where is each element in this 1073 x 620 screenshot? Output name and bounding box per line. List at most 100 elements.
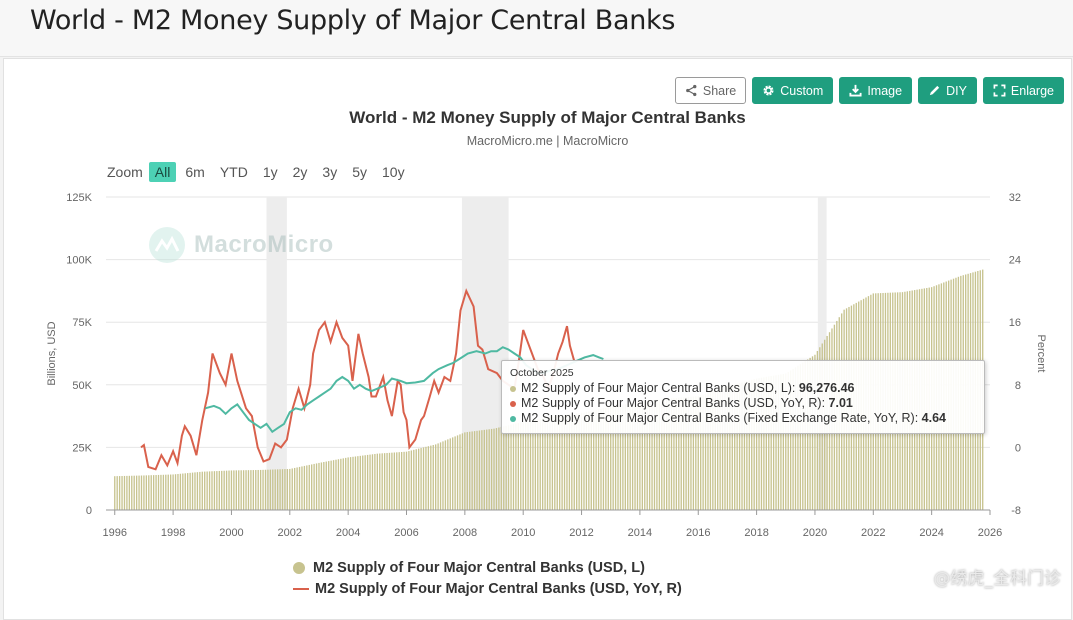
m2-bar xyxy=(580,412,583,510)
m2-bar xyxy=(765,376,767,510)
m2-bar xyxy=(731,384,733,510)
m2-bar xyxy=(627,403,629,510)
chart-card xyxy=(3,58,1072,620)
tooltip-dot-icon xyxy=(510,385,516,392)
m2-bar xyxy=(682,397,685,510)
m2-bar xyxy=(379,453,381,510)
m2-bar xyxy=(775,375,777,510)
m2-bar xyxy=(515,423,517,510)
image-label: Image xyxy=(867,83,903,98)
m2-bar xyxy=(748,380,750,510)
tooltip-row-m2: M2 Supply of Four Major Central Banks (U… xyxy=(510,381,976,396)
x-tick-label: 2012 xyxy=(569,527,593,539)
m2-bar xyxy=(444,440,447,510)
chart-canvas: 0 25K 50K 75K 100K 125K -8 0 8 16 24 32 1996 1998 2000… xyxy=(46,192,1047,539)
m2-bar xyxy=(607,407,609,510)
m2-bar xyxy=(614,405,617,510)
m2-bar xyxy=(303,465,306,510)
zoom-label: Zoom xyxy=(107,164,143,180)
m2-bar xyxy=(306,465,308,510)
chart-subtitle: MacroMicro.me | MacroMicro xyxy=(466,134,629,148)
m2-bar xyxy=(187,473,189,510)
m2-bar xyxy=(532,419,534,510)
m2-bar xyxy=(566,414,568,510)
m2-bar xyxy=(476,430,478,510)
tooltip-row-value: 96,276.46 xyxy=(798,381,855,395)
m2-bar xyxy=(751,379,753,510)
diy-button[interactable]: DIY xyxy=(918,77,977,104)
custom-button[interactable]: Custom xyxy=(752,77,834,104)
y-left-axis-title: Billions, USD xyxy=(46,321,58,385)
zoom-3y-button[interactable]: 3y xyxy=(322,164,338,180)
gear-icon xyxy=(763,85,774,96)
m2-bar xyxy=(610,406,612,510)
legend-item-yoy[interactable]: M2 Supply of Four Major Central Banks (U… xyxy=(293,578,682,599)
zoom-2y-button[interactable]: 2y xyxy=(292,164,308,180)
m2-bar xyxy=(726,386,729,510)
m2-bar xyxy=(719,388,721,510)
m2-bar xyxy=(345,457,347,510)
m2-bar xyxy=(464,432,466,510)
m2-bar xyxy=(240,470,242,510)
m2-bar xyxy=(473,431,476,510)
m2-bar xyxy=(466,432,468,510)
m2-bar xyxy=(196,472,199,510)
m2-bar xyxy=(371,454,374,510)
m2-bar xyxy=(636,402,639,510)
m2-bar xyxy=(145,475,148,510)
m2-bar xyxy=(284,469,286,510)
m2-bar xyxy=(644,401,646,510)
m2-bar xyxy=(641,401,644,510)
macromicro-logo-icon xyxy=(149,227,185,263)
custom-label: Custom xyxy=(780,83,824,98)
legend-swatch-icon xyxy=(293,561,305,574)
x-tick-label: 1996 xyxy=(103,527,127,539)
image-button[interactable]: Image xyxy=(839,77,913,104)
m2-bar xyxy=(541,418,544,510)
m2-bar xyxy=(213,471,216,510)
m2-bar xyxy=(770,376,772,510)
m2-bar xyxy=(670,398,673,510)
m2-bar xyxy=(437,443,439,510)
zoom-6m-button[interactable]: 6m xyxy=(185,164,205,180)
share-icon xyxy=(685,84,697,97)
chart-toolbar: Share Custom Image DIY Enlarge xyxy=(674,77,1064,104)
zoom-5y-button[interactable]: 5y xyxy=(352,164,367,180)
m2-bar xyxy=(738,382,741,510)
m2-bar xyxy=(408,451,410,510)
m2-bar xyxy=(410,450,413,510)
m2-bar xyxy=(495,428,498,510)
share-button[interactable]: Share xyxy=(674,77,747,104)
y-left-tick-label: 100K xyxy=(66,255,92,267)
m2-bar xyxy=(741,382,743,510)
m2-bar xyxy=(714,390,716,510)
m2-bar xyxy=(427,446,430,510)
zoom-ytd-button[interactable]: YTD xyxy=(219,164,248,180)
m2-bar xyxy=(369,454,371,510)
m2-bar xyxy=(308,464,310,510)
zoom-selector: Zoom All 6m YTD 1y 2y 3y 5y 10y xyxy=(107,162,414,182)
m2-bar xyxy=(554,415,556,510)
m2-bar xyxy=(157,474,160,510)
m2-bar xyxy=(259,469,262,510)
m2-bar xyxy=(478,430,481,510)
m2-bar xyxy=(233,470,235,510)
m2-bar xyxy=(143,475,145,510)
m2-bar xyxy=(493,428,495,510)
m2-bar xyxy=(729,385,731,510)
enlarge-button[interactable]: Enlarge xyxy=(982,77,1064,104)
m2-bar xyxy=(289,468,291,510)
x-tick-label: 2002 xyxy=(278,527,302,539)
zoom-1y-button[interactable]: 1y xyxy=(262,164,278,180)
zoom-10y-button[interactable]: 10y xyxy=(382,164,405,180)
m2-bar xyxy=(806,359,809,510)
tooltip-row-yoy: M2 Supply of Four Major Central Banks (U… xyxy=(510,396,976,411)
legend-item-m2[interactable]: M2 Supply of Four Major Central Banks (U… xyxy=(293,557,682,578)
m2-bar xyxy=(439,442,442,510)
m2-bar xyxy=(690,396,692,510)
m2-bar xyxy=(469,431,471,510)
x-tick-label: 2008 xyxy=(453,527,477,539)
zoom-all-button[interactable]: All xyxy=(148,162,177,182)
m2-bar xyxy=(121,476,123,510)
m2-bar xyxy=(595,409,597,510)
